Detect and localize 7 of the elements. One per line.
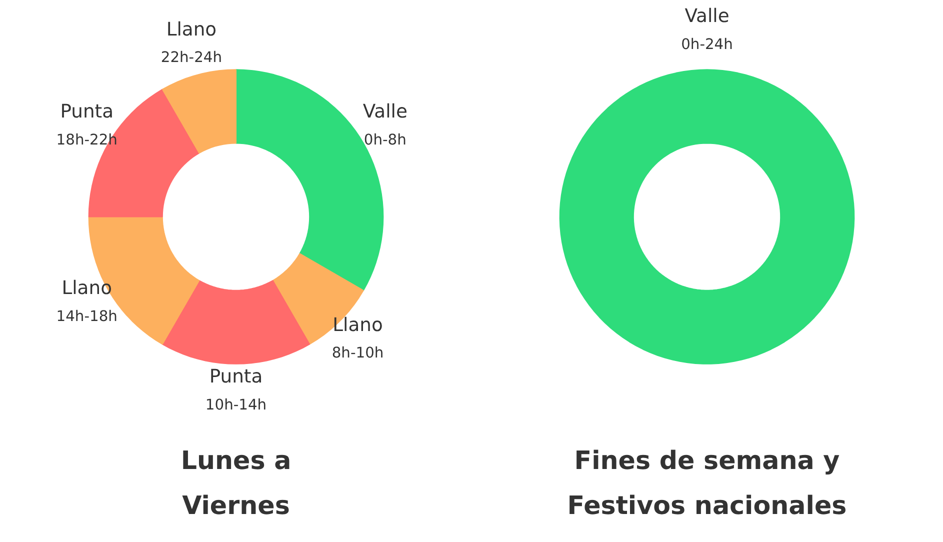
slice-label: Llano 8h-10h: [332, 314, 384, 362]
text: Lunes a Viernes: [180, 444, 292, 520]
slice-label: Llano 22h-24h: [160, 19, 222, 66]
text: Fines de semana y Festivos nacionales: [567, 444, 847, 520]
slice-label: Punta 10h-14h: [205, 366, 267, 414]
slice-label: Valle 0h-8h: [362, 102, 408, 148]
slice-label: Valle 0h-24h: [681, 6, 733, 53]
